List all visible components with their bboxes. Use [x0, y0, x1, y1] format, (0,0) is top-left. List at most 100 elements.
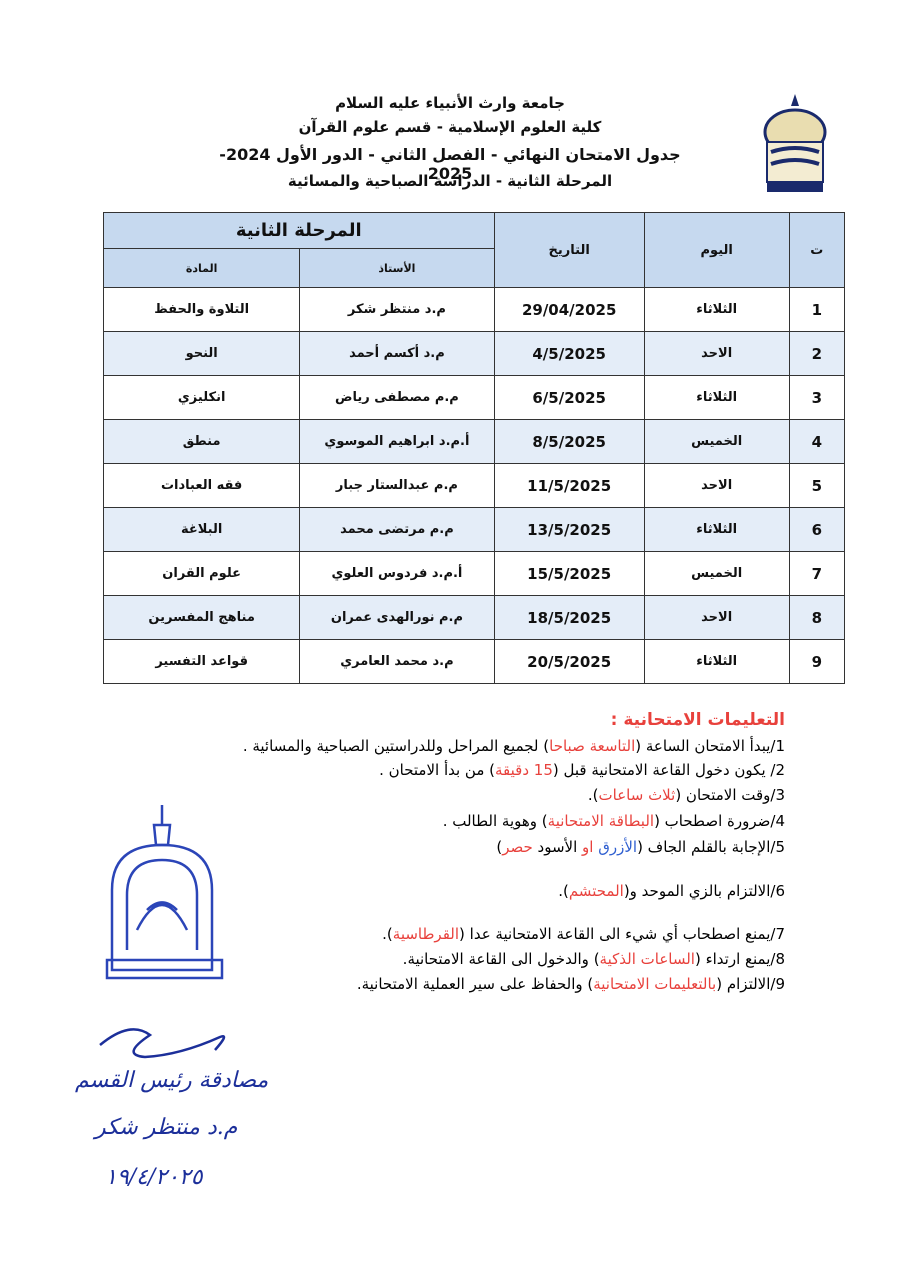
table-cell: 3 — [788, 375, 846, 420]
signature-title: مصادقة رئيس القسم — [75, 1068, 269, 1093]
table-cell: م.م مرتضى محمد — [299, 507, 495, 552]
instruction-part: حصر — [502, 838, 538, 856]
table-cell: التلاوة والحفظ — [102, 287, 301, 332]
table-row: 5 الاحد 11/5/2025 م.م عبدالستار جبار فقه الع… — [102, 463, 846, 508]
column-header: الأستاذ — [299, 248, 495, 288]
table-cell: قواعد التفسير — [102, 639, 301, 684]
instruction-part: 3/وقت الامتحان ( — [675, 786, 785, 804]
instruction-part: الأزرق — [598, 838, 638, 856]
table-cell: 11/5/2025 — [493, 463, 645, 508]
instruction-part: ثلاث ساعات — [598, 786, 676, 804]
college: كلية العلوم الإسلامية - قسم علوم القرآن — [298, 118, 602, 136]
table-cell: علوم القران — [102, 551, 301, 596]
table-cell: 29/04/2025 — [493, 287, 645, 332]
instruction-part: 5/الإجابة بالقلم الجاف ( — [637, 838, 785, 856]
instructions-title: التعليمات الامتحانية : — [610, 710, 785, 730]
instruction-part: او — [577, 838, 599, 856]
instruction: 5/الإجابة بالقلم الجاف (الأزرق او الأسود… — [496, 838, 785, 856]
header-row: الأستاذ المادة — [102, 248, 845, 288]
instruction-part: المحتشم — [568, 882, 624, 900]
instruction-part: الساعات الذكية — [599, 950, 695, 968]
instruction-part: 15 دقيقة — [495, 761, 553, 779]
column-header: المادة — [102, 248, 301, 288]
table-cell: منطق — [102, 419, 301, 464]
instruction-part: 6/الالتزام بالزي الموحد و( — [623, 882, 785, 900]
instruction: 9/الالتزام (بالتعليمات الامتحانية) والحف… — [357, 975, 785, 993]
table-cell: الثلاثاء — [643, 375, 790, 420]
table-cell: الاحد — [643, 331, 790, 376]
table-cell: 18/5/2025 — [493, 595, 645, 640]
table-cell: 4/5/2025 — [493, 331, 645, 376]
instruction-part: البطاقة الامتحانية — [547, 812, 655, 830]
table-cell: 4 — [788, 419, 846, 464]
instruction-part: ) — [496, 838, 503, 856]
instruction-part: القرطاسية — [392, 925, 460, 943]
table-cell: الاحد — [643, 595, 790, 640]
instruction: 6/الالتزام بالزي الموحد و(المحتشم). — [558, 882, 785, 900]
stage: المرحلة الثانية - الدراسة الصباحية والمس… — [287, 172, 613, 190]
signature-name: م.د منتظر شكر — [95, 1115, 238, 1140]
instruction: 3/وقت الامتحان (ثلاث ساعات). — [588, 786, 785, 804]
table-cell: 8 — [788, 595, 846, 640]
instruction: 7/يمنع اصطحاب أي شيء الى القاعة الامتحان… — [382, 925, 785, 943]
instruction-part: 8/يمنع ارتداء ( — [694, 950, 785, 968]
table-cell: فقه العبادات — [102, 463, 301, 508]
table-row: 9 الثلاثاء 20/5/2025 م.د محمد العامري قواعد … — [102, 639, 846, 684]
instruction-part: 7/يمنع اصطحاب أي شيء الى القاعة الامتحان… — [459, 925, 785, 943]
table-cell: 15/5/2025 — [493, 551, 645, 596]
instruction: 8/يمنع ارتداء (الساعات الذكية) والدخول ا… — [403, 950, 785, 968]
table-cell: 1 — [788, 287, 846, 332]
table-cell: 6/5/2025 — [493, 375, 645, 420]
table-cell: 7 — [788, 551, 846, 596]
table-cell: البلاغة — [102, 507, 301, 552]
university: جامعة وارث الأنبياء عليه السلام — [335, 94, 565, 112]
table-row: 6 الثلاثاء 13/5/2025 م.م مرتضى محمد البلاغة — [102, 507, 846, 552]
table-cell: م.د منتظر شكر — [299, 287, 495, 332]
table-row: 3 الثلاثاء 6/5/2025 م.م مصطفى رياض انكليزي — [102, 375, 846, 420]
table-cell: الثلاثاء — [643, 287, 790, 332]
exam-table: ت اليوم التاريخ المرحلة الثانية الأستاذ الماد… — [102, 212, 846, 684]
table-cell: 2 — [788, 331, 846, 376]
table-cell: الخميس — [643, 419, 790, 464]
table-cell: م.د أكسم أحمد — [299, 331, 495, 376]
table-cell: الخميس — [643, 551, 790, 596]
instruction-part: التاسعة صباحا — [549, 737, 636, 755]
table-cell: 5 — [788, 463, 846, 508]
table-cell: م.م نورالهدى عمران — [299, 595, 495, 640]
instruction-part: 1/يبدأ الامتحان الساعة ( — [635, 737, 785, 755]
table-row: 4 الخميس 8/5/2025 أ.م.د ابراهيم الموسوي منطق — [102, 419, 846, 464]
table-row: 7 الخميس 15/5/2025 أ.م.د فردوس العلوي علوم ا… — [102, 551, 846, 596]
group-header: المرحلة الثانية — [103, 212, 495, 249]
instruction-part: بالتعليمات الامتحانية — [593, 975, 717, 993]
table-row: 1 الثلاثاء 29/04/2025 م.د منتظر شكر التلاوة … — [102, 287, 846, 332]
instruction-part: ) والحفاظ على سير العملية الامتحانية. — [356, 975, 594, 993]
column-header: التاريخ — [493, 212, 645, 288]
header-row: ت اليوم التاريخ المرحلة الثانية — [103, 212, 846, 288]
table-cell: أ.م.د فردوس العلوي — [299, 551, 495, 596]
column-header: اليوم — [643, 212, 790, 288]
table-cell: انكليزي — [102, 375, 301, 420]
table-cell: م.م مصطفى رياض — [299, 375, 495, 420]
instruction: 4/ضرورة اصطحاب (البطاقة الامتحانية) وهوي… — [443, 812, 785, 830]
table-row: 8 الاحد 18/5/2025 م.م نورالهدى عمران مناهج ا… — [102, 595, 846, 640]
column-header: ت — [788, 212, 846, 288]
stamp — [105, 805, 224, 980]
instruction-part: 4/ضرورة اصطحاب ( — [654, 812, 785, 830]
instruction-part: ). — [558, 882, 569, 900]
instruction-part: ) لجميع المراحل وللدراستين الصباحية والم… — [242, 737, 550, 755]
table-cell: 6 — [788, 507, 846, 552]
instruction-part: 2/ يكون دخول القاعة الامتحانية قبل ( — [552, 761, 785, 779]
table-cell: مناهج المفسرين — [102, 595, 301, 640]
signature-scrawl — [99, 1028, 226, 1059]
table-cell: 13/5/2025 — [493, 507, 645, 552]
schedule-title: جدول الامتحان النهائي - الفصل الثاني - ا… — [219, 145, 681, 183]
instruction-part: ) والدخول الى القاعة الامتحانية. — [402, 950, 600, 968]
table-cell: الثلاثاء — [643, 639, 790, 684]
instruction: 1/يبدأ الامتحان الساعة (التاسعة صباحا) ل… — [243, 737, 785, 755]
instruction-part: ) وهوية الطالب . — [442, 812, 548, 830]
table-cell: 20/5/2025 — [493, 639, 645, 684]
logo — [763, 94, 827, 192]
table-cell: الثلاثاء — [643, 507, 790, 552]
table-cell: 9 — [788, 639, 846, 684]
